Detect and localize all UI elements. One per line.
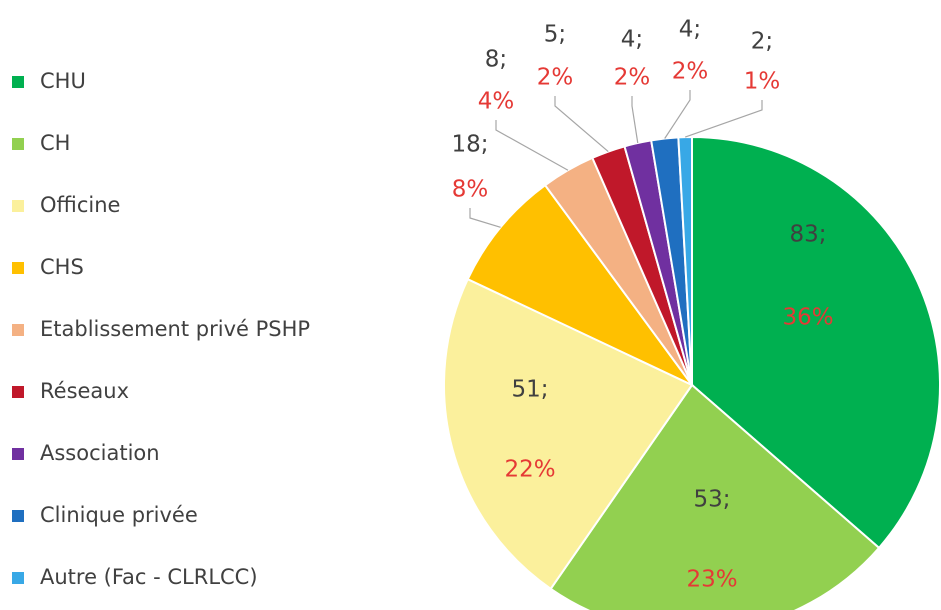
percentage-label: 8% bbox=[452, 177, 489, 203]
legend-swatch bbox=[12, 386, 24, 398]
value-label: 5; bbox=[544, 22, 566, 48]
value-label: 18; bbox=[451, 132, 488, 158]
legend-swatch bbox=[12, 510, 24, 522]
percentage-label: 2% bbox=[614, 65, 651, 91]
legend-swatch bbox=[12, 200, 24, 212]
percentage-label: 1% bbox=[744, 69, 781, 95]
leader-line bbox=[684, 100, 763, 138]
leader-line bbox=[495, 120, 569, 171]
legend-swatch bbox=[12, 76, 24, 88]
leader-line bbox=[469, 208, 501, 228]
percentage-label: 36% bbox=[782, 305, 833, 331]
slice bbox=[691, 135, 941, 550]
percentage-label: 4% bbox=[478, 89, 515, 115]
legend-label: CH bbox=[40, 131, 70, 155]
legend-label: Réseaux bbox=[40, 379, 129, 403]
slice bbox=[549, 383, 881, 610]
legend-label: Officine bbox=[40, 193, 120, 217]
value-label: 83; bbox=[789, 222, 826, 248]
legend-label: Etablissement privé PSHP bbox=[40, 317, 310, 341]
legend-swatch bbox=[12, 448, 24, 460]
percentage-label: 2% bbox=[537, 65, 574, 91]
leader-line bbox=[664, 90, 691, 139]
legend-swatch bbox=[12, 324, 24, 336]
legend-label: Clinique privée bbox=[40, 503, 198, 527]
value-label: 8; bbox=[485, 47, 507, 73]
legend-swatch bbox=[12, 262, 24, 274]
slice bbox=[677, 135, 693, 386]
value-label: 2; bbox=[751, 29, 773, 55]
percentage-label: 22% bbox=[504, 457, 555, 483]
value-label: 53; bbox=[693, 487, 730, 513]
legend-label: CHS bbox=[40, 255, 84, 279]
percentage-label: 23% bbox=[686, 567, 737, 593]
legend-swatch bbox=[12, 138, 24, 150]
value-label: 4; bbox=[621, 27, 643, 53]
legend-label: CHU bbox=[40, 69, 86, 93]
legend-label: Association bbox=[40, 441, 160, 465]
leader-line bbox=[631, 96, 639, 144]
legend-swatch bbox=[12, 572, 24, 584]
legend-label: Autre (Fac - CLRLCC) bbox=[40, 565, 258, 589]
value-label: 51; bbox=[511, 377, 548, 403]
value-label: 4; bbox=[679, 17, 701, 43]
leader-line bbox=[554, 96, 609, 153]
percentage-label: 2% bbox=[672, 59, 709, 85]
